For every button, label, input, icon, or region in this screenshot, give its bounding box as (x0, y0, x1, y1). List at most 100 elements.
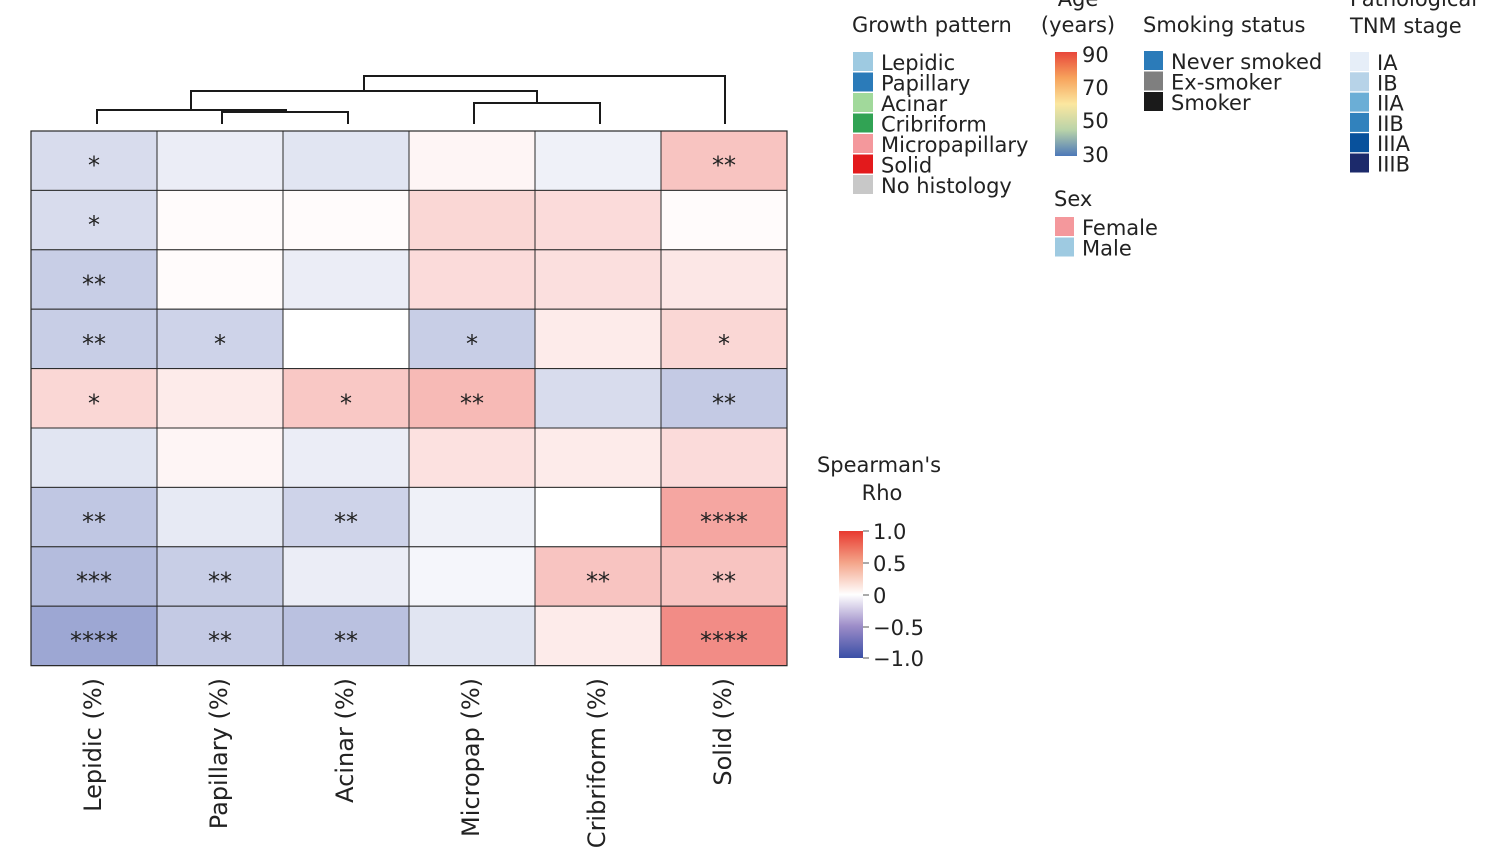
heatmap-cell (534, 249, 662, 310)
legend-label: IIA (1377, 92, 1404, 116)
heatmap-cell (534, 189, 662, 251)
rho-scale-subtitle: Rho (862, 481, 903, 505)
column-label: Lepidic (%) (79, 678, 107, 812)
legend-swatch (1144, 71, 1163, 91)
legend-swatch (1055, 217, 1074, 236)
heatmap-cell (408, 486, 536, 548)
heatmap-cell (660, 427, 788, 488)
significance-label: **** (70, 627, 118, 655)
heatmap-cell (156, 189, 284, 251)
heatmap-cell (30, 605, 158, 667)
heatmap-cell (30, 130, 158, 191)
significance-label: * (718, 330, 730, 358)
legend-label: No histology (881, 174, 1012, 198)
legend-label: Papillary (881, 72, 970, 96)
heatmap-cell (156, 546, 284, 607)
legend-swatch (1350, 92, 1369, 112)
age-tick-label: 90 (1082, 43, 1109, 67)
heatmap-cell (660, 249, 788, 310)
heatmap-cell (30, 189, 158, 251)
age-tick-label: 50 (1082, 109, 1109, 133)
legend-label: Micropapillary (881, 133, 1028, 157)
legend-swatch (853, 93, 873, 112)
heatmap-cell (282, 427, 410, 488)
column-label: Solid (%) (709, 678, 737, 786)
rho-tick-label: 0.5 (873, 552, 906, 576)
age-tick-label: 70 (1082, 76, 1109, 100)
age-subtitle: (years) (1041, 13, 1115, 37)
significance-label: *** (76, 568, 112, 596)
legend-label: IA (1377, 51, 1398, 75)
heatmap-cell (534, 605, 662, 667)
rho-scale-title: Spearman's (817, 453, 941, 477)
column-labels: Lepidic (%) Papillary (%) Acinar (%) Microp… (79, 678, 737, 848)
legend-swatch (1350, 52, 1369, 71)
significance-label: ** (208, 568, 232, 596)
rho-gradient-bar (839, 531, 863, 658)
legend-label: Cribriform (881, 113, 987, 137)
heatmap-cell (660, 368, 788, 429)
heatmap-cell (156, 368, 284, 429)
heatmap-cell (282, 249, 410, 310)
significance-label: * (466, 330, 478, 358)
smoking-status-legend: Smoking status Never smokedEx-smokerSmok… (1143, 13, 1322, 115)
heatmap-cell (156, 605, 284, 667)
significance-label: * (88, 152, 100, 180)
significance-label: ** (82, 271, 106, 299)
heatmap-border (30, 130, 788, 667)
legend-label: Female (1082, 216, 1158, 240)
column-label: Cribriform (%) (583, 678, 611, 848)
heatmap-cell (660, 605, 788, 667)
significance-label: ** (334, 508, 358, 536)
heatmap-cell (282, 546, 410, 607)
column-label: Acinar (%) (331, 678, 359, 803)
tnm-subtitle: TNM stage (1349, 14, 1462, 38)
heatmap-cell (282, 308, 410, 370)
heatmap-cell (282, 486, 410, 548)
significance-label: ** (334, 627, 358, 655)
legend-swatch (1144, 92, 1163, 111)
tnm-title: Pathological (1350, 0, 1477, 11)
heatmap-cell (534, 308, 662, 370)
significance-label: ** (712, 568, 736, 596)
tnm-stage-legend: Pathological TNM stage IAIBIIAIIBIIIAIII… (1349, 0, 1477, 177)
heatmap-cell (282, 130, 410, 191)
rho-tick-label: −1.0 (873, 647, 924, 671)
significance-label: ** (82, 330, 106, 358)
heatmap-cell (408, 249, 536, 310)
heatmap-cell (660, 189, 788, 251)
significance-label: ** (712, 389, 736, 417)
significance-label: ** (586, 568, 610, 596)
legend-swatch (853, 72, 873, 92)
heatmap-cell (156, 249, 284, 310)
legend-swatch (1144, 51, 1163, 70)
legend-label: IB (1377, 71, 1398, 95)
heatmap-cell (408, 546, 536, 607)
heatmap-cell (30, 427, 158, 488)
legend-swatch (1055, 237, 1074, 257)
heatmap-grid: * ******* * * ** * ** **** ** ******* ** ** ****** **… (30, 130, 788, 667)
heatmap-cell (30, 308, 158, 370)
significance-label: * (88, 211, 100, 239)
age-gradient-bar (1055, 52, 1077, 156)
heatmap-cell (660, 130, 788, 191)
column-label: Papillary (%) (205, 678, 233, 829)
heatmap-cell (282, 368, 410, 429)
significance-label: * (88, 389, 100, 417)
legend-label: Never smoked (1171, 50, 1322, 74)
legend-label: Male (1082, 237, 1132, 261)
heatmap-cell (30, 486, 158, 548)
heatmap-cell (156, 308, 284, 370)
heatmap-cell (156, 486, 284, 548)
legend-label: IIB (1377, 112, 1404, 136)
legend-swatch (853, 113, 873, 133)
sex-title: Sex (1054, 187, 1092, 211)
heatmap-cell (282, 605, 410, 667)
significance-label: ** (208, 627, 232, 655)
significance-label: **** (700, 508, 748, 536)
legend-swatch (853, 154, 873, 174)
heatmap-cell (534, 130, 662, 191)
legend-label: Ex-smoker (1171, 71, 1282, 95)
